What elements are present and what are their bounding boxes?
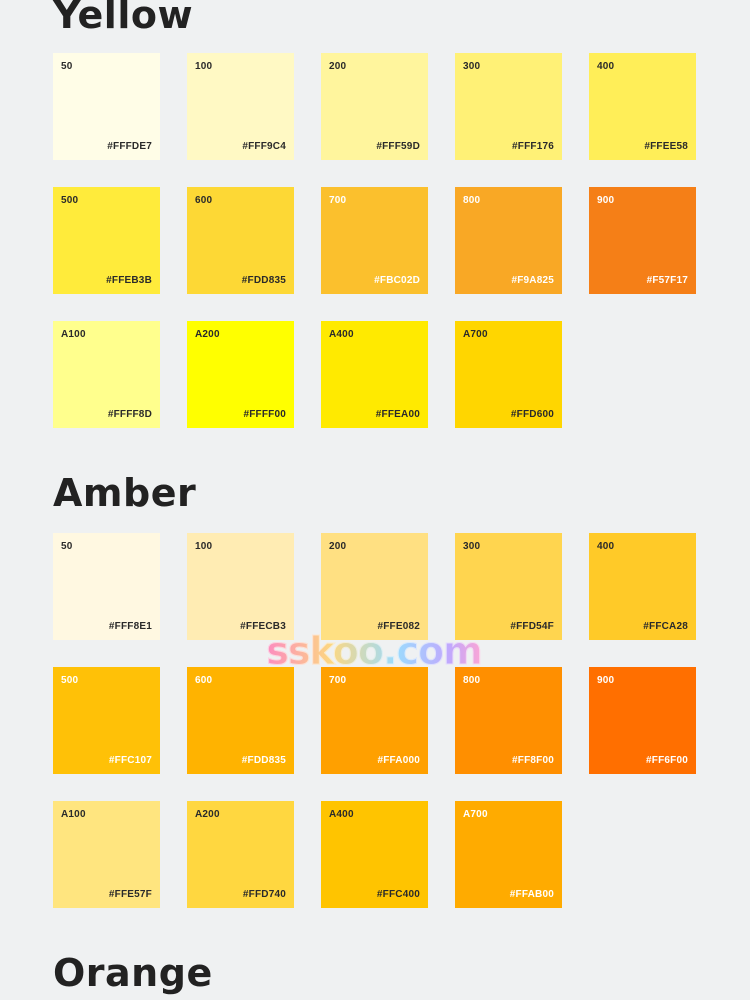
color-swatch[interactable]: A100 #FFE57F <box>53 801 160 908</box>
section-title-yellow: Yellow <box>53 0 194 37</box>
swatch-shade-label: 50 <box>61 541 73 552</box>
swatch-shade-label: A400 <box>329 329 354 340</box>
swatch-hex-label: #FFF9C4 <box>242 141 286 152</box>
swatch-shade-label: 300 <box>463 61 481 72</box>
swatch-shade-label: 200 <box>329 541 347 552</box>
color-swatch[interactable]: 600 #FDD835 <box>187 667 294 774</box>
swatch-hex-label: #FDD835 <box>241 275 286 286</box>
color-swatch[interactable]: 100 #FFECB3 <box>187 533 294 640</box>
color-swatch[interactable]: A200 #FFFF00 <box>187 321 294 428</box>
color-swatch[interactable]: A400 #FFC400 <box>321 801 428 908</box>
swatch-hex-label: #FFE082 <box>377 621 420 632</box>
yellow-swatch-grid: 50 #FFFDE7 100 #FFF9C4 200 #FFF59D 300 #FFF176 4… <box>53 53 703 455</box>
section-title-orange: Orange <box>53 951 213 995</box>
swatch-shade-label: A400 <box>329 809 354 820</box>
swatch-hex-label: #FFFF00 <box>243 409 286 420</box>
swatch-shade-label: A200 <box>195 809 220 820</box>
swatch-hex-label: #FFC400 <box>376 889 420 900</box>
swatch-shade-label: A700 <box>463 809 488 820</box>
swatch-shade-label: 500 <box>61 195 79 206</box>
swatch-row: A100 #FFFF8D A200 #FFFF00 A400 #FFEA00 A700 #FF… <box>53 321 703 428</box>
swatch-hex-label: #FFA000 <box>377 755 420 766</box>
swatch-row: A100 #FFE57F A200 #FFD740 A400 #FFC400 A700 #FF… <box>53 801 703 908</box>
amber-swatch-grid: 50 #FFF8E1 100 #FFECB3 200 #FFE082 300 #FFD54F 4… <box>53 533 703 935</box>
swatch-hex-label: #FFEA00 <box>375 409 420 420</box>
swatch-hex-label: #FFEB3B <box>106 275 152 286</box>
swatch-shade-label: 700 <box>329 675 347 686</box>
color-swatch[interactable]: 50 #FFF8E1 <box>53 533 160 640</box>
color-swatch[interactable]: 500 #FFEB3B <box>53 187 160 294</box>
swatch-hex-label: #FFE57F <box>108 889 152 900</box>
swatch-hex-label: #FFD54F <box>510 621 554 632</box>
color-swatch[interactable]: A100 #FFFF8D <box>53 321 160 428</box>
color-swatch[interactable]: 900 #FF6F00 <box>589 667 696 774</box>
color-swatch[interactable]: 300 #FFF176 <box>455 53 562 160</box>
swatch-hex-label: #FFEE58 <box>644 141 688 152</box>
color-swatch[interactable]: A700 #FFD600 <box>455 321 562 428</box>
swatch-hex-label: #FFF176 <box>512 141 554 152</box>
swatch-hex-label: #F57F17 <box>646 275 688 286</box>
swatch-hex-label: #FF8F00 <box>512 755 554 766</box>
swatch-hex-label: #FFECB3 <box>240 621 286 632</box>
color-swatch[interactable]: 200 #FFF59D <box>321 53 428 160</box>
swatch-shade-label: 300 <box>463 541 481 552</box>
swatch-shade-label: 700 <box>329 195 347 206</box>
swatch-shade-label: 600 <box>195 195 213 206</box>
swatch-shade-label: A700 <box>463 329 488 340</box>
color-swatch[interactable]: 800 #FF8F00 <box>455 667 562 774</box>
swatch-shade-label: 400 <box>597 61 615 72</box>
swatch-shade-label: 800 <box>463 675 481 686</box>
color-swatch[interactable]: A700 #FFAB00 <box>455 801 562 908</box>
color-swatch[interactable]: 400 #FFEE58 <box>589 53 696 160</box>
color-swatch[interactable]: 200 #FFE082 <box>321 533 428 640</box>
swatch-shade-label: 900 <box>597 195 615 206</box>
swatch-shade-label: 100 <box>195 541 213 552</box>
swatch-hex-label: #FFAB00 <box>509 889 554 900</box>
color-swatch[interactable]: 500 #FFC107 <box>53 667 160 774</box>
color-swatch[interactable]: 700 #FBC02D <box>321 187 428 294</box>
color-swatch[interactable]: 50 #FFFDE7 <box>53 53 160 160</box>
swatch-hex-label: #FFFF8D <box>107 409 152 420</box>
swatch-hex-label: #FFF8E1 <box>108 621 152 632</box>
color-swatch[interactable]: 800 #F9A825 <box>455 187 562 294</box>
swatch-shade-label: 600 <box>195 675 213 686</box>
color-swatch[interactable]: 700 #FFA000 <box>321 667 428 774</box>
swatch-shade-label: 200 <box>329 61 347 72</box>
swatch-hex-label: #FFC107 <box>108 755 152 766</box>
swatch-shade-label: A200 <box>195 329 220 340</box>
swatch-hex-label: #F9A825 <box>511 275 554 286</box>
swatch-row: 500 #FFC107 600 #FDD835 700 #FFA000 800 #FF8F00… <box>53 667 703 774</box>
swatch-row: 50 #FFF8E1 100 #FFECB3 200 #FFE082 300 #FFD54F 4… <box>53 533 703 640</box>
swatch-shade-label: 400 <box>597 541 615 552</box>
color-swatch[interactable]: 400 #FFCA28 <box>589 533 696 640</box>
swatch-hex-label: #FFF59D <box>376 141 420 152</box>
swatch-shade-label: 50 <box>61 61 73 72</box>
color-swatch[interactable]: 600 #FDD835 <box>187 187 294 294</box>
color-swatch[interactable]: 300 #FFD54F <box>455 533 562 640</box>
swatch-shade-label: 100 <box>195 61 213 72</box>
color-swatch[interactable]: 900 #F57F17 <box>589 187 696 294</box>
swatch-shade-label: A100 <box>61 329 86 340</box>
swatch-shade-label: 500 <box>61 675 79 686</box>
swatch-hex-label: #FFCA28 <box>643 621 688 632</box>
swatch-hex-label: #FFD740 <box>242 889 286 900</box>
swatch-hex-label: #FDD835 <box>241 755 286 766</box>
section-title-amber: Amber <box>53 471 197 515</box>
color-swatch[interactable]: A400 #FFEA00 <box>321 321 428 428</box>
swatch-hex-label: #FF6F00 <box>646 755 688 766</box>
swatch-hex-label: #FBC02D <box>374 275 420 286</box>
swatch-hex-label: #FFD600 <box>510 409 554 420</box>
swatch-shade-label: A100 <box>61 809 86 820</box>
color-swatch[interactable]: A200 #FFD740 <box>187 801 294 908</box>
swatch-shade-label: 800 <box>463 195 481 206</box>
swatch-shade-label: 900 <box>597 675 615 686</box>
swatch-hex-label: #FFFDE7 <box>107 141 152 152</box>
swatch-row: 500 #FFEB3B 600 #FDD835 700 #FBC02D 800 #F9A825… <box>53 187 703 294</box>
color-swatch[interactable]: 100 #FFF9C4 <box>187 53 294 160</box>
swatch-row: 50 #FFFDE7 100 #FFF9C4 200 #FFF59D 300 #FFF176 4… <box>53 53 703 160</box>
